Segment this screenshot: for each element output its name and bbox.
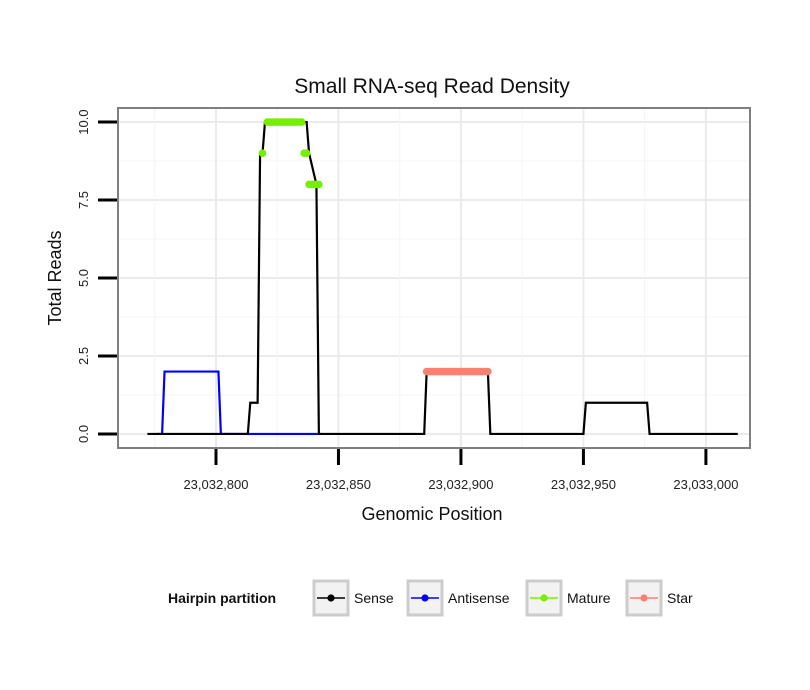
legend-marker-star: [640, 594, 648, 602]
grid-lines: [118, 108, 750, 448]
series-line-antisense: [157, 370, 322, 436]
legend-marker-antisense: [421, 594, 429, 602]
data-point-mature: [297, 118, 306, 126]
series-layer: [147, 118, 738, 436]
data-point-mature: [258, 149, 267, 158]
legend-marker-mature: [540, 594, 548, 602]
series-line-sense: [147, 120, 738, 436]
x-axis-title: Genomic Position: [361, 504, 502, 524]
legend-marker-sense: [327, 594, 335, 602]
data-point-star: [484, 367, 492, 376]
x-tick-label: 23,032,800: [183, 477, 248, 492]
y-axis-title: Total Reads: [45, 230, 65, 325]
y-tick-label: 10.0: [76, 109, 91, 134]
legend-label-antisense: Antisense: [448, 590, 510, 606]
panel-border: [117, 107, 751, 449]
x-tick-label: 23,032,850: [306, 477, 371, 492]
x-axis: 23,032,800 23,032,850 23,032,900 23,032,950…: [183, 449, 738, 492]
data-point-mature: [302, 149, 311, 158]
legend: Hairpin partition Sense Antisense Mature St…: [168, 579, 693, 617]
x-tick-label: 23,032,950: [551, 477, 616, 492]
legend-label-mature: Mature: [567, 590, 611, 606]
y-tick-label: 5.0: [76, 269, 91, 287]
legend-entries: Sense Antisense Mature Star: [312, 579, 693, 617]
x-tick-label: 23,033,000: [673, 477, 738, 492]
data-point-mature: [315, 180, 323, 189]
y-axis: 0.0 2.5 5.0 7.5 10.0: [76, 109, 117, 443]
chart-title: Small RNA-seq Read Density: [294, 75, 570, 98]
legend-label-star: Star: [667, 590, 693, 606]
legend-label-sense: Sense: [354, 590, 394, 606]
y-tick-label: 7.5: [76, 191, 91, 209]
x-tick-label: 23,032,900: [428, 477, 493, 492]
legend-title: Hairpin partition: [168, 590, 276, 606]
y-tick-label: 2.5: [76, 347, 91, 365]
y-tick-label: 0.0: [76, 425, 91, 443]
